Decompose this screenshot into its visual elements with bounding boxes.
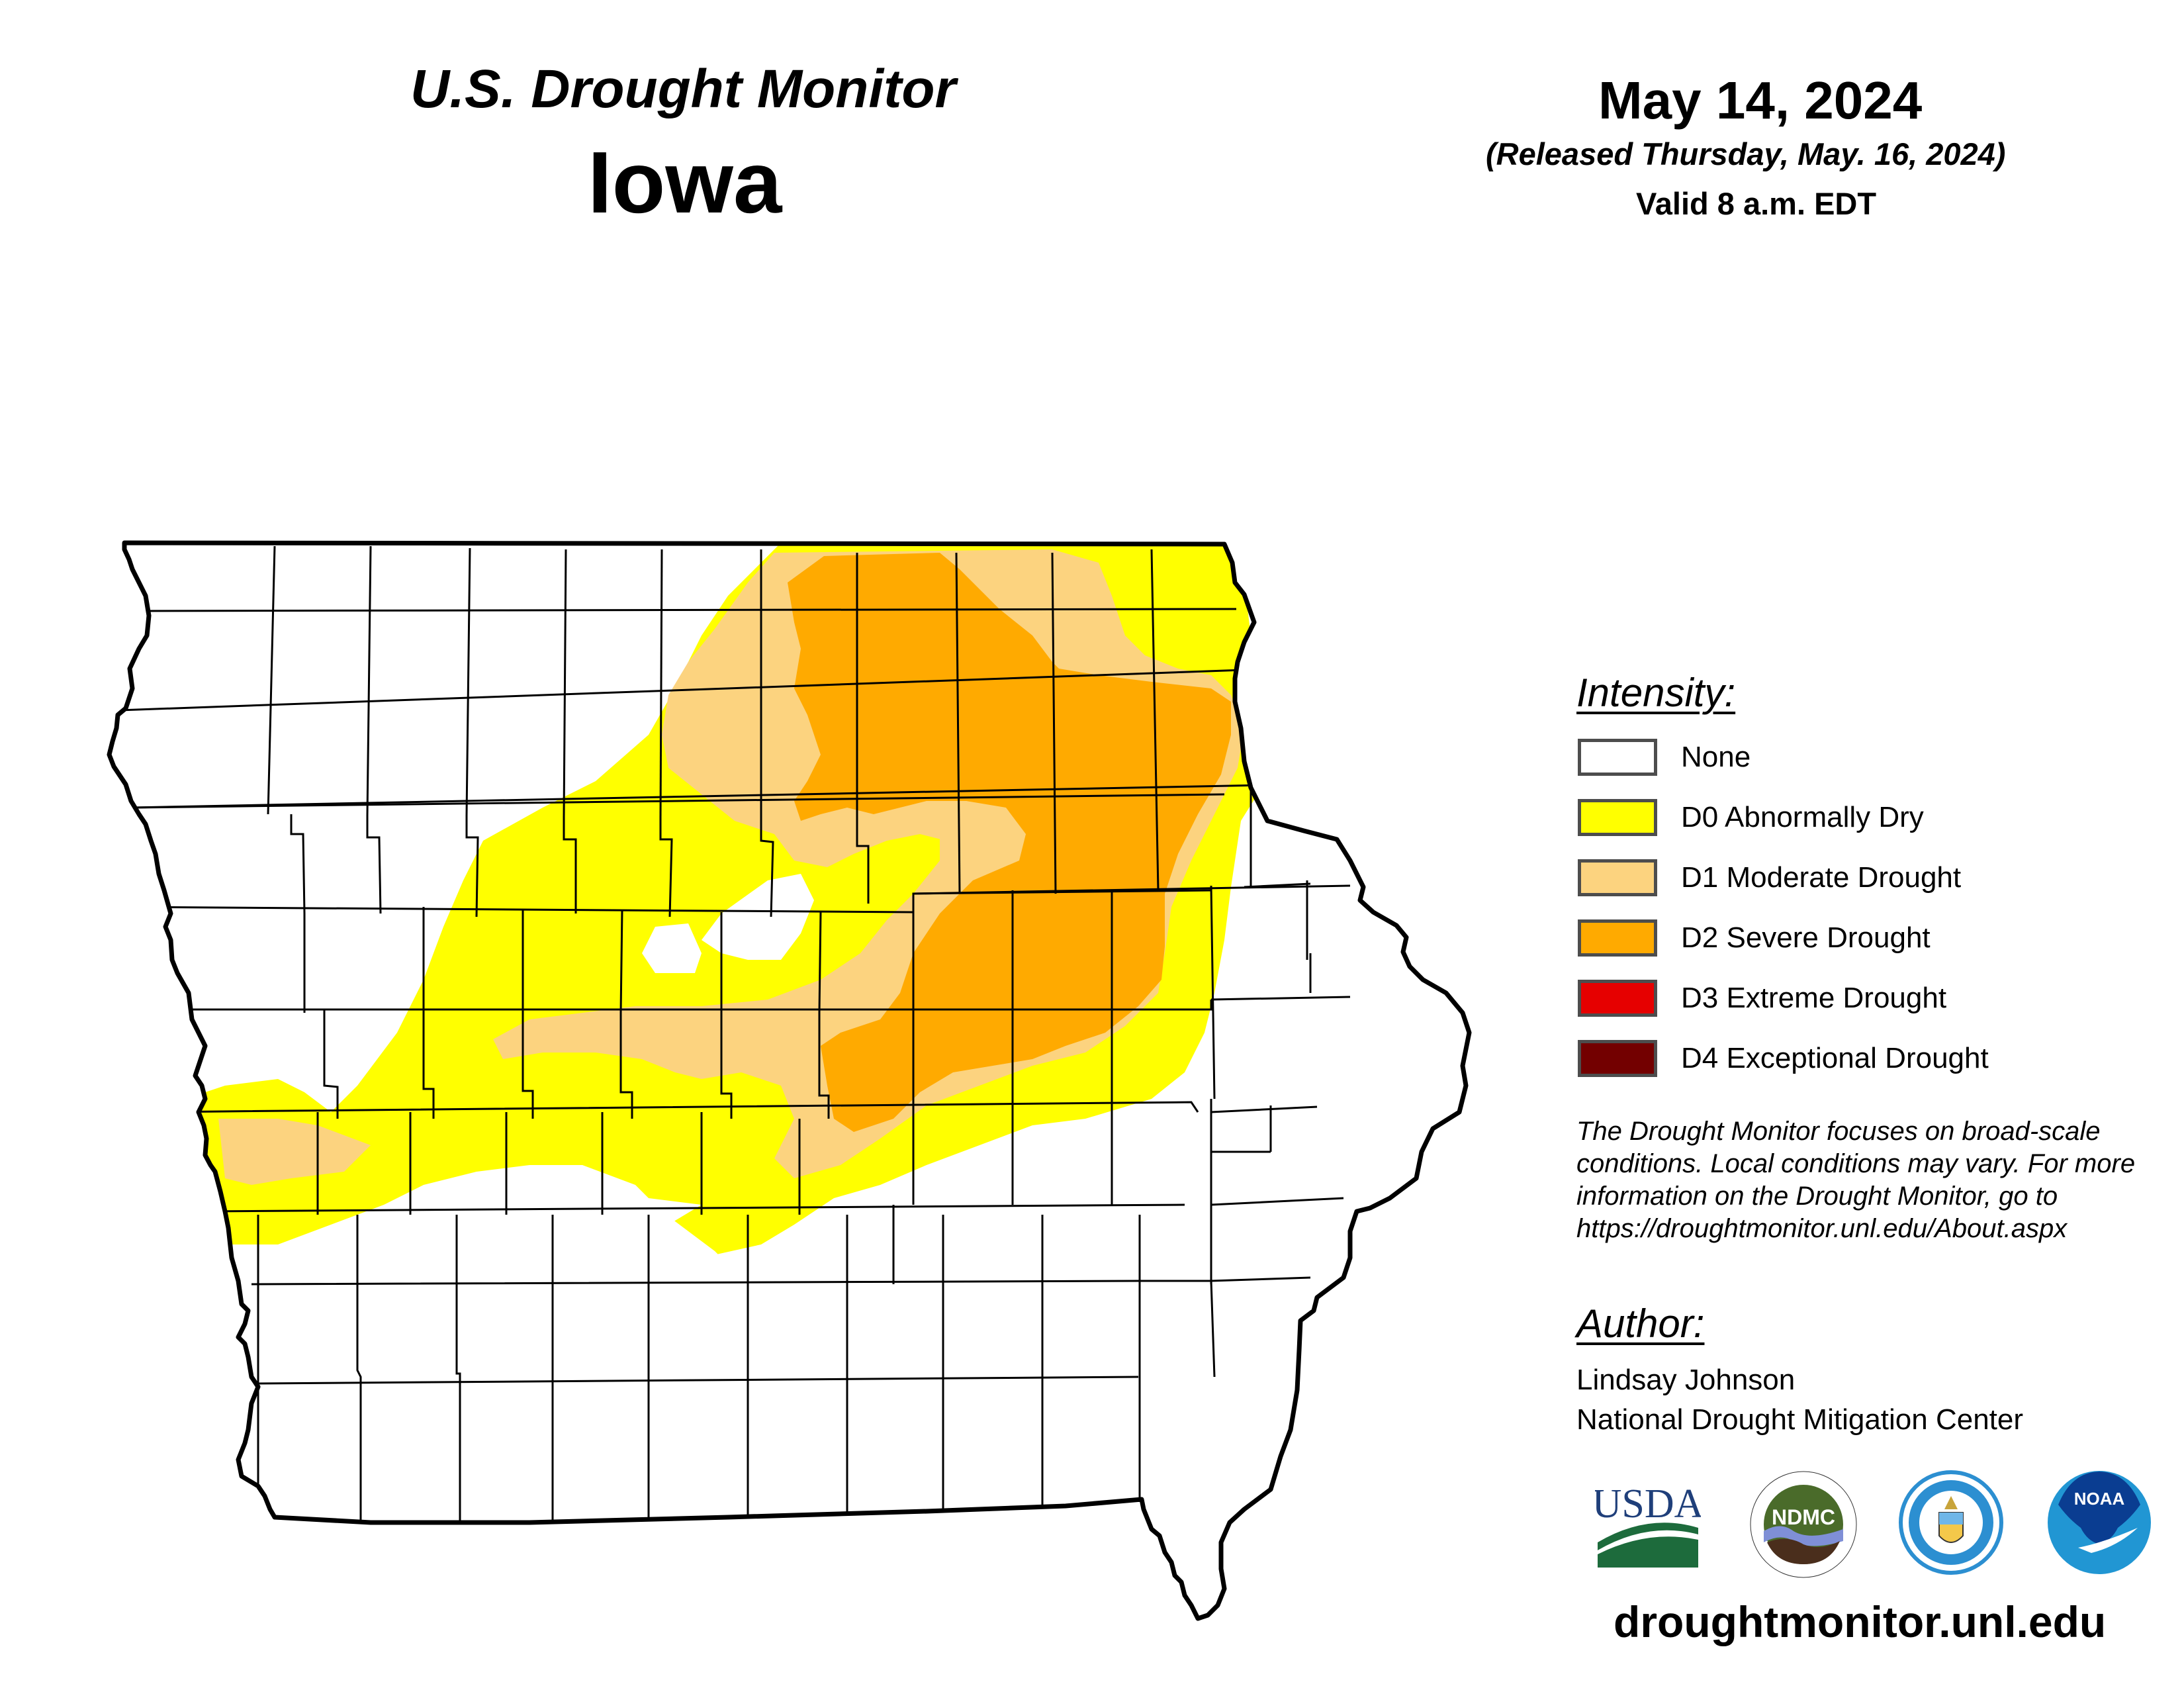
ndmc-logo: NDMC (1750, 1471, 1857, 1578)
legend-swatch-d3 (1578, 980, 1657, 1017)
doc-seal-logo (1899, 1470, 2003, 1575)
none-hole-west-central (642, 923, 702, 973)
d2-region (788, 553, 1231, 1132)
none-hole-south (344, 1165, 728, 1271)
d1-region-southwest (218, 1119, 371, 1185)
legend-label: None (1681, 741, 1751, 773)
none-hole-central (702, 874, 814, 960)
usda-logo: USDA (1595, 1481, 1701, 1568)
noaa-logo: NOAA (2048, 1471, 2151, 1574)
release-date: (Released Thursday, May. 16, 2024) (1486, 136, 2006, 171)
legend-item-d2: D2 Severe Drought (1578, 918, 1931, 958)
svg-text:USDA: USDA (1595, 1481, 1701, 1526)
map-date: May 14, 2024 (1598, 71, 1923, 130)
legend-swatch-d0 (1578, 799, 1657, 836)
author-heading: Author: (1576, 1301, 1705, 1346)
legend-item-d4: D4 Exceptional Drought (1578, 1039, 1989, 1078)
legend-title: Intensity: (1576, 671, 1736, 715)
legend-label: D3 Extreme Drought (1681, 982, 1947, 1014)
legend-swatch-d2 (1578, 919, 1657, 957)
disclaimer-text: The Drought Monitor focuses on broad-sca… (1576, 1117, 2136, 1243)
legend-swatch-none (1578, 739, 1657, 776)
legend-item-d3: D3 Extreme Drought (1578, 978, 1946, 1018)
legend-swatch-d1 (1578, 859, 1657, 896)
county-boundaries (118, 545, 1351, 1523)
legend-label: D4 Exceptional Drought (1681, 1042, 1989, 1074)
state-name: Iowa (588, 134, 782, 231)
legend-item-none: None (1578, 737, 1751, 777)
drought-layers (185, 543, 1297, 1271)
svg-text:NDMC: NDMC (1772, 1505, 1835, 1529)
d1-tongue (940, 801, 1026, 880)
website-url[interactable]: droughtmonitor.unl.edu (1614, 1597, 2107, 1646)
legend-label: D1 Moderate Drought (1681, 861, 1962, 894)
svg-text:NOAA: NOAA (2074, 1489, 2125, 1509)
legend-swatch-d4 (1578, 1040, 1657, 1077)
author-name: Lindsay Johnson (1576, 1364, 1796, 1396)
legend-item-d0: D0 Abnormally Dry (1578, 798, 1924, 837)
legend-label: D2 Severe Drought (1681, 921, 1931, 954)
legend-label: D0 Abnormally Dry (1681, 801, 1924, 833)
map-title: U.S. Drought Monitor (410, 59, 956, 119)
valid-time: Valid 8 a.m. EDT (1636, 186, 1877, 221)
legend-item-d1: D1 Moderate Drought (1578, 858, 1961, 898)
author-organization: National Drought Mitigation Center (1576, 1403, 2024, 1436)
